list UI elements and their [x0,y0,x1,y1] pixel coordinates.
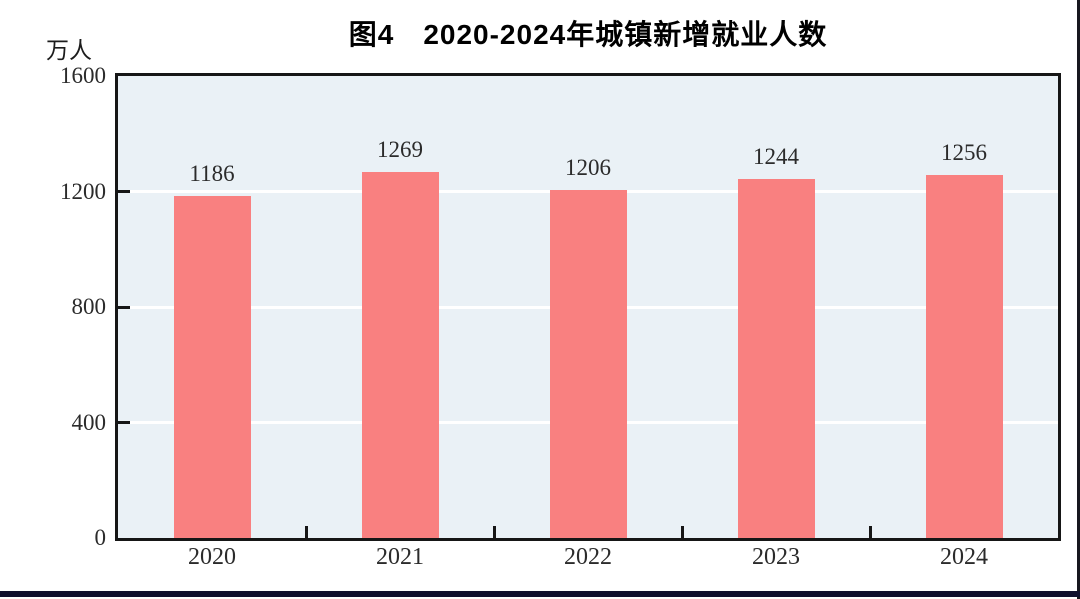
y-axis-tick-800 [118,305,130,309]
y-axis-tick-400 [118,421,130,424]
x-axis-tick-1 [304,526,308,538]
x-axis-label-2022: 2022 [564,544,612,570]
y-axis-tick-1200 [118,190,130,193]
bar-value-label-2021: 1269 [377,136,423,162]
y-axis-label-1600: 1600 [60,63,106,88]
bar-2022 [549,189,627,538]
bar-2020 [173,195,251,538]
bar-2021 [361,171,439,538]
bar-value-label-2020: 1186 [189,160,235,186]
x-axis-label-2024: 2024 [940,544,988,570]
x-axis-tick-2 [492,526,496,538]
y-axis-unit-label: 万人 [46,38,92,63]
bar-2024 [925,175,1003,538]
y-axis-label-0: 0 [94,525,107,550]
bar-2023 [737,178,815,538]
x-axis-label-2023: 2023 [752,544,800,570]
bar-value-label-2023: 1244 [753,143,799,169]
chart-title: 图4 2020-2024年城镇新增就业人数 [348,19,828,50]
x-axis-label-2021: 2021 [376,544,424,570]
x-axis-label-2020: 2020 [188,544,236,570]
page-bottom-rule [0,591,1080,597]
bar-value-label-2024: 1256 [941,140,987,166]
page-right-rule [1077,0,1080,599]
bar-value-label-2022: 1206 [565,154,611,180]
y-axis-label-400: 400 [71,409,107,435]
x-axis-tick-4 [868,526,872,538]
x-axis-tick-3 [680,526,684,538]
plot-area: 1186 1269 1206 1244 1256 [115,73,1061,541]
y-axis-label-800: 800 [71,294,107,319]
y-axis-label-1200: 1200 [60,178,106,204]
